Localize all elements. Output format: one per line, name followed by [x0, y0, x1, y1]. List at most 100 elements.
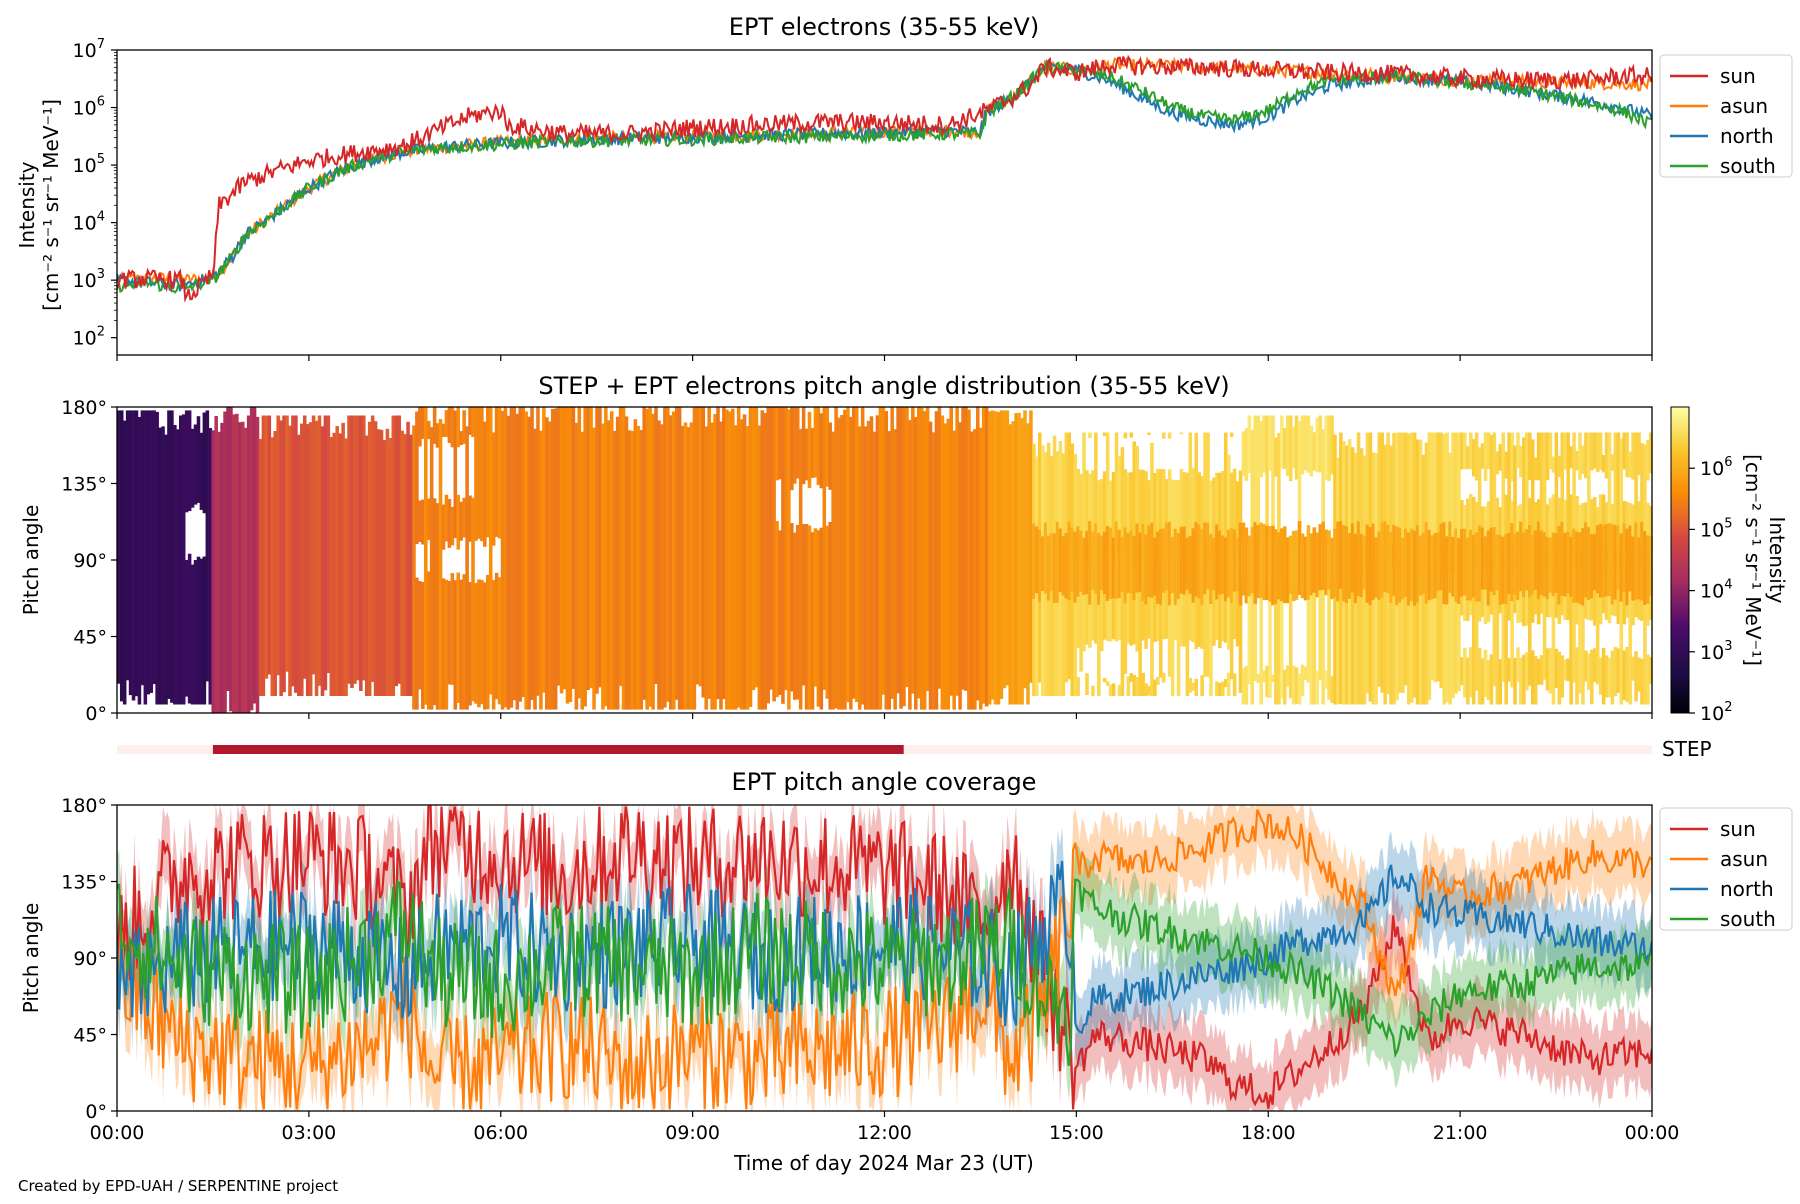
- pad-cell: [1601, 455, 1606, 473]
- intensity-ylabel: Intensity [cm⁻² s⁻¹ sr⁻¹ MeV⁻¹]: [15, 99, 63, 311]
- pad-cell: [1114, 432, 1119, 540]
- pad-cell: [1646, 440, 1650, 481]
- pad-cell: [1575, 647, 1579, 705]
- pad-cell: [1604, 432, 1609, 479]
- pad-cell: [857, 426, 862, 710]
- coverage-xtick-label: 12:00: [857, 1122, 912, 1144]
- pad-cell: [1023, 410, 1027, 689]
- pad-cell: [621, 407, 626, 710]
- pad-cell: [1492, 432, 1497, 556]
- pad-cell: [1309, 425, 1314, 477]
- pad-cell: [530, 407, 534, 700]
- pad-cell-overlay: [1342, 525, 1346, 602]
- pad-cell: [1569, 568, 1573, 705]
- pad-cell: [875, 415, 880, 710]
- pad-cell: [846, 407, 850, 703]
- pad-cell: [373, 421, 378, 696]
- pad-cell: [1451, 571, 1455, 698]
- pad-cell-overlay: [1288, 535, 1293, 594]
- pad-cell-overlay: [1206, 522, 1210, 590]
- coverage-xtick-label: 15:00: [1049, 1122, 1104, 1144]
- pad-cell: [211, 430, 216, 713]
- pad-cell: [1501, 567, 1505, 683]
- pad-cell-overlay: [1607, 523, 1612, 597]
- pad-cell-overlay: [1643, 531, 1647, 605]
- pad-cell: [1170, 563, 1175, 696]
- pad-cell-overlay: [1395, 526, 1399, 606]
- pad-cell-overlay: [1191, 528, 1196, 603]
- pad-cell: [1460, 432, 1464, 470]
- pad-cell-overlay: [1613, 525, 1618, 600]
- pad-cell: [781, 407, 785, 704]
- pad-cell: [1584, 432, 1588, 479]
- pad-cell: [1294, 415, 1299, 480]
- coverage-ytick-label: 180°: [61, 795, 107, 817]
- pad-cell-overlay: [1067, 521, 1072, 601]
- pad-cell-overlay: [1474, 532, 1479, 602]
- pad-cell: [1150, 442, 1154, 550]
- pad-cell-overlay: [1448, 521, 1452, 593]
- pad-cell: [1271, 415, 1275, 580]
- pad-cell: [285, 415, 289, 672]
- intensity-line-sun: [116, 54, 1653, 303]
- pad-colorbar-tick-label: 105: [1700, 516, 1732, 541]
- pad-cell: [190, 564, 195, 705]
- pad-cell: [1283, 428, 1287, 469]
- pad-cell: [506, 415, 511, 710]
- pad-cell: [1525, 432, 1529, 626]
- pad-cell: [190, 428, 195, 508]
- pad-cell: [1401, 432, 1405, 547]
- pad-cell-overlay: [1380, 522, 1384, 598]
- pad-cell: [828, 522, 832, 710]
- pad-cell-overlay: [1637, 537, 1641, 600]
- pad-cell-overlay: [1153, 537, 1157, 596]
- pad-cell-overlay: [1533, 530, 1538, 590]
- pad-cell: [1401, 573, 1405, 693]
- pad-cell: [1628, 503, 1632, 705]
- pad-cell: [1474, 501, 1479, 546]
- pad-cell-overlay: [1581, 528, 1585, 606]
- pad-cell: [208, 428, 213, 705]
- pad-cell: [1167, 432, 1172, 439]
- coverage-legend-label-asun: asun: [1720, 847, 1768, 871]
- pad-cell-overlay: [1442, 522, 1446, 605]
- pad-cell: [1622, 432, 1627, 470]
- pad-cell: [412, 425, 416, 710]
- pad-cell: [1156, 468, 1160, 547]
- pad-cell-overlay: [1043, 522, 1048, 594]
- pad-cell: [828, 422, 832, 490]
- pad-cell: [609, 411, 614, 710]
- pad-cell: [1542, 563, 1547, 680]
- pad-cell-overlay: [1200, 528, 1204, 606]
- pad-cell: [1466, 498, 1470, 552]
- pad-cell: [1578, 432, 1582, 480]
- pad-cell-overlay: [1522, 532, 1526, 597]
- pad-cell: [1554, 648, 1559, 688]
- pad-cell-overlay: [1471, 534, 1476, 598]
- pad-cell: [689, 422, 694, 710]
- pad-cell: [1590, 499, 1594, 553]
- pad-cell-overlay: [1610, 524, 1615, 605]
- pad-cell: [739, 419, 744, 710]
- pad-cell: [651, 413, 655, 710]
- pad-cell: [1575, 451, 1579, 471]
- pad-cell: [627, 430, 632, 710]
- pad-cell: [450, 407, 455, 448]
- pad-cell: [329, 437, 334, 696]
- pad-cell: [816, 530, 821, 707]
- coverage-xtick-label: 09:00: [665, 1122, 720, 1144]
- pad-cell: [607, 420, 611, 710]
- pad-cell: [810, 532, 815, 710]
- pad-cell-overlay: [1105, 525, 1110, 601]
- pad-cell-overlay: [1498, 534, 1503, 606]
- pad-cell: [483, 421, 487, 547]
- pad-cell: [1601, 647, 1606, 705]
- pad-cell: [1161, 672, 1166, 683]
- pad-cell-overlay: [1374, 537, 1379, 598]
- pad-cell: [1604, 655, 1609, 698]
- pad-cell-overlay: [1430, 535, 1435, 600]
- pad-cell: [866, 420, 871, 710]
- pad-cell-overlay: [1418, 535, 1423, 596]
- pad-cell-overlay: [1167, 521, 1172, 606]
- pad-cell: [719, 421, 723, 710]
